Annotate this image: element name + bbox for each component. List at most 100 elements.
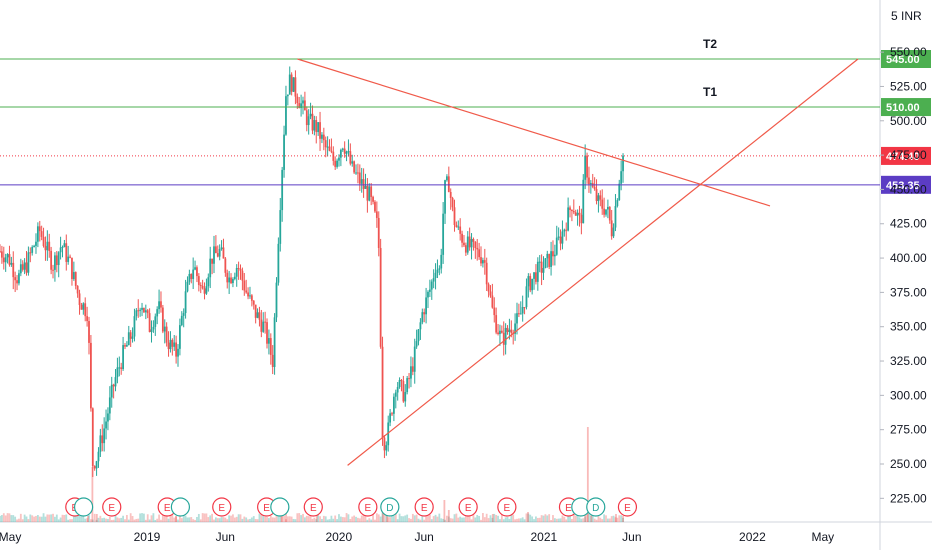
volume-bar bbox=[235, 516, 238, 522]
candle-body bbox=[127, 332, 130, 346]
earnings-marker[interactable]: E bbox=[414, 497, 434, 517]
volume-bar bbox=[449, 518, 452, 522]
candle-body bbox=[595, 189, 598, 202]
earnings-marker[interactable]: E bbox=[497, 497, 517, 517]
volume-bar bbox=[108, 516, 111, 522]
volume-bar bbox=[436, 516, 439, 522]
candle-body bbox=[571, 210, 573, 212]
candle-body bbox=[197, 276, 200, 285]
earnings-marker[interactable]: E bbox=[617, 497, 638, 517]
earnings-marker[interactable]: E bbox=[257, 497, 277, 517]
volume-spike bbox=[381, 508, 384, 522]
volume-bar bbox=[540, 515, 543, 522]
candle-body bbox=[154, 316, 157, 327]
candle-body bbox=[67, 256, 70, 262]
earnings-marker[interactable]: E bbox=[303, 497, 323, 517]
volume-bar bbox=[499, 519, 501, 522]
volume-bar bbox=[38, 516, 41, 522]
earnings-marker[interactable] bbox=[270, 497, 290, 517]
volume-bar bbox=[389, 517, 392, 522]
descending-resistance-trendline[interactable] bbox=[297, 58, 771, 207]
candle-body bbox=[296, 96, 299, 104]
candle-body bbox=[572, 211, 575, 213]
time-axis[interactable]: May 2019 Jun 2020 Jun 2021 Jun 2022 May bbox=[0, 530, 834, 544]
candle-body bbox=[321, 134, 323, 139]
volume-bar bbox=[559, 518, 562, 522]
dividend-marker[interactable]: D bbox=[380, 497, 400, 517]
volume-bar bbox=[476, 514, 479, 522]
volume-bar bbox=[8, 513, 11, 522]
volume-bar bbox=[120, 517, 123, 522]
volume-bar bbox=[91, 519, 94, 522]
volume-bar bbox=[525, 513, 528, 522]
volume-bar bbox=[135, 518, 138, 522]
volume-bar bbox=[569, 514, 571, 522]
event-marker-circle bbox=[303, 497, 323, 517]
horizontal-levels[interactable]: 545.00 T2 510.00 T1 474.40 453.35 bbox=[0, 37, 931, 194]
volume-spike bbox=[315, 513, 318, 522]
candle-body bbox=[190, 273, 193, 279]
event-marker-letter: D bbox=[386, 503, 393, 514]
volume-bar bbox=[292, 518, 295, 522]
candle-body bbox=[593, 186, 596, 190]
volume-bar bbox=[50, 514, 53, 522]
volume-bar bbox=[446, 515, 448, 522]
candle-body bbox=[446, 176, 448, 181]
candle-body bbox=[510, 329, 513, 333]
volume-spike bbox=[527, 512, 529, 522]
x-tick-label: Jun bbox=[216, 530, 235, 544]
volume-bar bbox=[597, 514, 600, 522]
volume-bar bbox=[27, 519, 30, 522]
ascending-support-trendline[interactable] bbox=[347, 58, 859, 466]
earnings-marker[interactable]: E bbox=[212, 497, 232, 517]
candle-body bbox=[500, 330, 503, 333]
candle-body bbox=[55, 255, 58, 266]
volume-bar bbox=[116, 517, 119, 522]
volume-bar bbox=[163, 515, 166, 522]
candle-body bbox=[125, 345, 128, 347]
earnings-marker[interactable]: E bbox=[102, 497, 122, 517]
volume-bar bbox=[315, 519, 318, 522]
earnings-marker[interactable]: E bbox=[157, 497, 177, 517]
candle-body bbox=[269, 338, 272, 355]
candle-body bbox=[97, 451, 100, 462]
price-axis[interactable]: 225.00 250.00 275.00 300.00 325.00 350.00 375.… bbox=[880, 45, 927, 505]
volume-bar bbox=[383, 514, 386, 522]
trendlines[interactable] bbox=[297, 58, 859, 466]
dividend-marker[interactable]: D bbox=[586, 497, 606, 517]
volume-bar bbox=[438, 513, 441, 522]
volume-spike bbox=[443, 500, 446, 522]
earnings-marker[interactable]: E bbox=[458, 497, 478, 517]
candle-body bbox=[411, 366, 414, 372]
candle-body bbox=[213, 246, 215, 264]
volume-bar bbox=[347, 514, 350, 522]
volume-bar bbox=[220, 517, 223, 522]
volume-bar bbox=[408, 518, 410, 522]
candle-body bbox=[14, 277, 17, 281]
event-markers[interactable]: EEEEEEEDEEEEDE bbox=[65, 497, 638, 517]
volume-bar bbox=[52, 513, 54, 522]
volume-bar bbox=[201, 513, 204, 522]
candle-body bbox=[478, 249, 481, 258]
earnings-marker[interactable] bbox=[170, 497, 190, 517]
candle-body bbox=[10, 262, 13, 265]
price-level-tag bbox=[881, 175, 931, 194]
volume-bar bbox=[497, 515, 499, 522]
volume-bar bbox=[133, 519, 136, 522]
earnings-marker[interactable] bbox=[73, 497, 94, 517]
event-marker-circle bbox=[102, 497, 122, 517]
volume-spike bbox=[622, 516, 624, 522]
candle-body bbox=[366, 185, 369, 201]
candle-body bbox=[23, 262, 26, 270]
volume-bar bbox=[444, 519, 446, 522]
candle-body bbox=[107, 413, 109, 422]
volume-bar bbox=[21, 519, 24, 522]
volume-bar bbox=[580, 518, 583, 522]
earnings-marker[interactable]: E bbox=[358, 497, 378, 517]
candle-body bbox=[447, 176, 450, 193]
volume-bar bbox=[432, 516, 435, 522]
candle-body bbox=[180, 315, 183, 326]
volume-bar bbox=[65, 514, 68, 522]
